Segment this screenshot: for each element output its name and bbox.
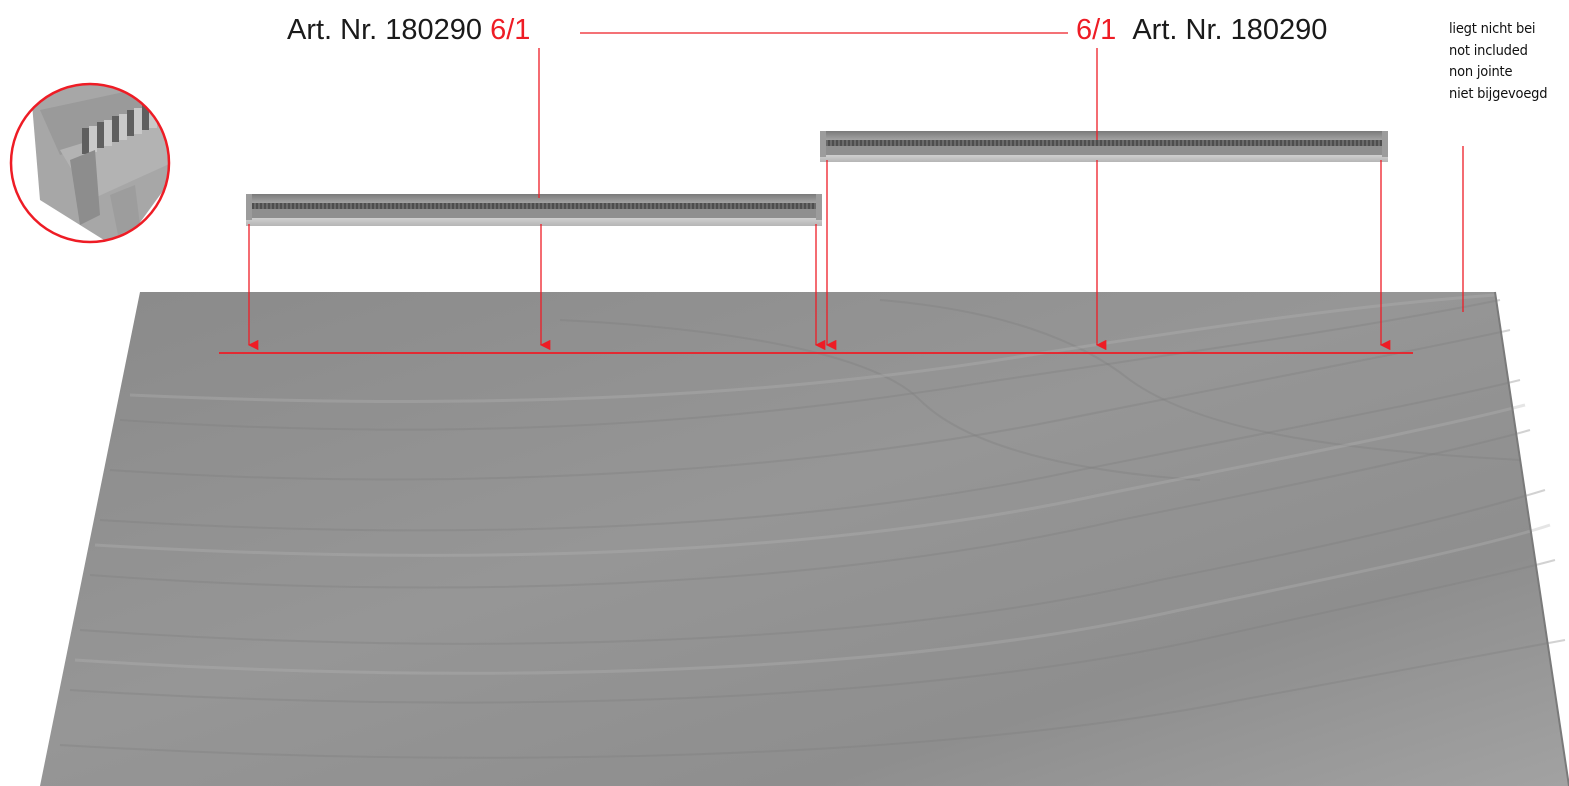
part-label-right: 6/1 Art. Nr. 180290	[1076, 16, 1327, 45]
not-included-note: liegt nicht bei not included non jointe …	[1449, 19, 1567, 105]
note-line-de: liegt nicht bei	[1449, 21, 1536, 37]
note-line-nl: niet bijgevoegd	[1449, 85, 1548, 102]
wooden-base-board	[40, 291, 1569, 786]
part-label-left: Art. Nr. 180290 6/1	[287, 16, 530, 45]
article-number-left: Art. Nr. 180290	[287, 14, 483, 46]
note-line-en: not included	[1449, 42, 1528, 59]
part-number-right: 6/1	[1076, 14, 1117, 46]
note-line-fr: non jointe	[1449, 64, 1513, 80]
rail-left	[246, 194, 822, 226]
rail-detail-magnifier	[9, 82, 171, 244]
rail-right	[820, 131, 1388, 162]
part-number-left: 6/1	[490, 14, 531, 46]
article-number-right: Art. Nr. 180290	[1132, 14, 1328, 46]
assembly-guide-lines	[219, 32, 1464, 354]
